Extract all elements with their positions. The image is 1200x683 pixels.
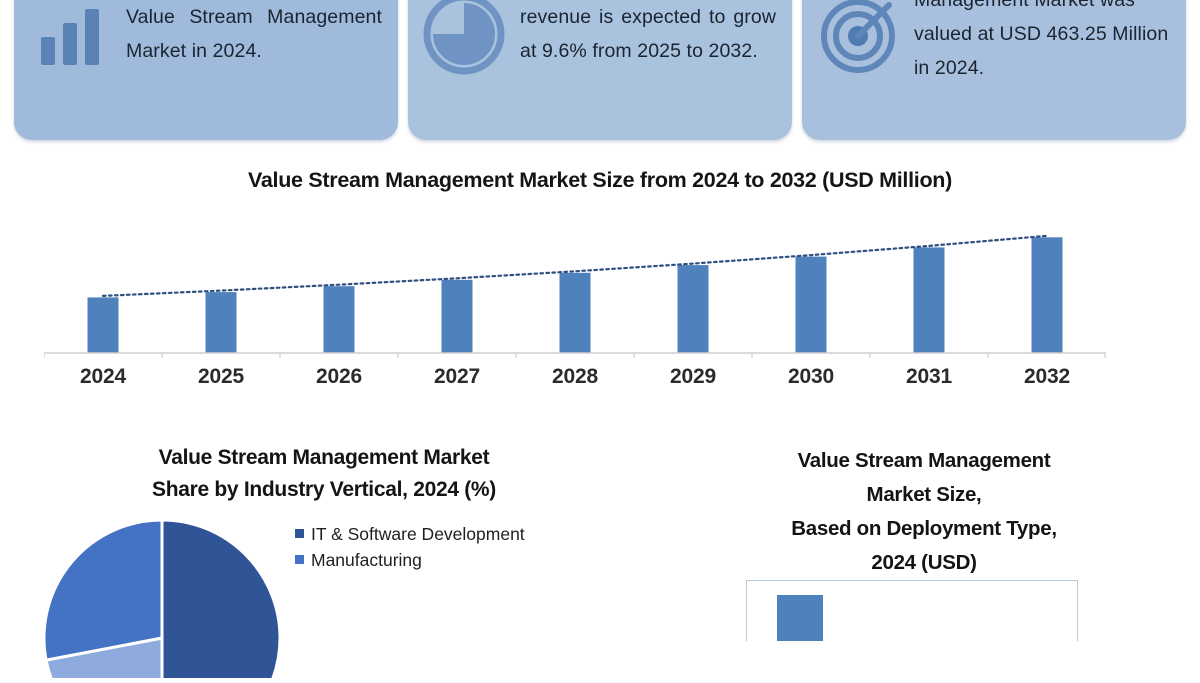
kpi-card-text: revenue is expected to grow at 9.6% from… xyxy=(520,6,776,62)
kpi-card-text: Value Stream Management Market in 2024. xyxy=(126,6,382,62)
bar xyxy=(441,279,473,353)
x-axis-tick-label: 2026 xyxy=(316,365,362,388)
x-axis-tick-label: 2027 xyxy=(434,365,480,388)
bar xyxy=(205,292,237,353)
deployment-type-chart: Value Stream Management Market Size, Bas… xyxy=(648,430,1200,641)
kpi-card-strip: Value Stream Management Market in 2024. … xyxy=(0,0,1200,140)
market-size-bar-chart: Value Stream Management Market Size from… xyxy=(0,160,1200,410)
deployment-chart-title: Value Stream Management Market Size, Bas… xyxy=(648,430,1200,580)
pie-slice xyxy=(42,518,164,662)
x-axis-tick-label: 2025 xyxy=(198,365,244,388)
bar xyxy=(795,256,827,353)
legend-item-label: IT & Software Development xyxy=(311,524,525,544)
legend-swatch-icon xyxy=(295,555,304,564)
bar-chart-title: Value Stream Management Market Size from… xyxy=(248,168,952,192)
x-axis-tick-label: 2029 xyxy=(670,365,716,388)
bottom-charts-row: Value Stream Management Market Share by … xyxy=(0,430,1200,683)
x-axis-tick-label: 2030 xyxy=(788,365,834,388)
pie-graphic xyxy=(22,518,302,683)
x-axis-tick-label: 2028 xyxy=(552,365,598,388)
legend-item: Manufacturing xyxy=(295,548,525,573)
kpi-card-text: Management Market was valued at USD 463.… xyxy=(914,0,1169,79)
legend-swatch-icon xyxy=(295,529,304,538)
bar xyxy=(913,247,945,353)
trend-line xyxy=(101,234,1049,298)
card-divider xyxy=(797,0,799,130)
x-axis-tick-label: 2031 xyxy=(906,365,952,388)
bar-chart-plot-area xyxy=(44,210,1106,358)
pie-title-line-2: Share by Industry Vertical, 2024 (%) xyxy=(151,478,497,501)
pie-slice xyxy=(160,518,282,683)
kpi-card-market-2024: Value Stream Management Market in 2024. xyxy=(14,0,405,140)
bar xyxy=(677,265,709,353)
axis-ticks xyxy=(44,353,1106,358)
x-axis-tick-label: 2032 xyxy=(1024,365,1070,388)
target-icon xyxy=(812,0,904,80)
deployment-title-line-4: 2024 (USD) xyxy=(871,551,977,574)
pie-title-line-1: Value Stream Management Market xyxy=(158,446,490,469)
bar-chart-icon xyxy=(24,0,116,80)
bar-series xyxy=(87,237,1063,353)
pie-chart-title: Value Stream Management Market Share by … xyxy=(0,430,648,506)
x-axis-tick-label: 2024 xyxy=(80,365,126,388)
deployment-chart-plot-area xyxy=(746,580,1078,641)
deployment-title-line-1: Value Stream Management xyxy=(797,449,1051,472)
bar xyxy=(87,297,119,353)
pie-chart-legend: IT & Software Development Manufacturing xyxy=(295,522,525,574)
kpi-card-cagr: revenue is expected to grow at 9.6% from… xyxy=(408,0,799,140)
kpi-card-valuation: Management Market was valued at USD 463.… xyxy=(802,0,1186,140)
deployment-title-line-2: Market Size, xyxy=(866,483,982,506)
legend-item: IT & Software Development xyxy=(295,522,525,547)
industry-vertical-pie-chart: Value Stream Management Market Share by … xyxy=(0,430,648,683)
bar xyxy=(559,272,591,353)
bar xyxy=(323,286,355,353)
card-divider xyxy=(403,0,405,130)
deployment-bar xyxy=(777,595,823,641)
deployment-title-line-3: Based on Deployment Type, xyxy=(791,517,1057,540)
bar-chart-x-axis-labels: 2024 2025 2026 2027 2028 2029 2030 2031 2032 xyxy=(44,365,1106,399)
pie-clock-icon xyxy=(418,0,510,80)
legend-item-label: Manufacturing xyxy=(311,550,422,570)
bar xyxy=(1031,237,1063,353)
pie-slices xyxy=(42,518,282,683)
